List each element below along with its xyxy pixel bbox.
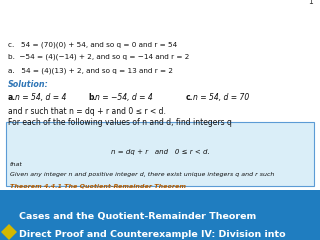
FancyBboxPatch shape xyxy=(6,122,314,186)
Text: b.: b. xyxy=(88,93,96,102)
Text: c.   54 = (70)(0) + 54, and so q = 0 and r = 54: c. 54 = (70)(0) + 54, and so q = 0 and r… xyxy=(8,41,177,48)
Text: that: that xyxy=(10,162,23,167)
Text: n = 54, d = 70: n = 54, d = 70 xyxy=(193,93,249,102)
Text: Theorem 4.4.1 The Quotient-Remainder Theorem: Theorem 4.4.1 The Quotient-Remainder The… xyxy=(10,183,186,188)
Polygon shape xyxy=(1,224,17,240)
Text: b.  −54 = (4)(−14) + 2, and so q = −14 and r = 2: b. −54 = (4)(−14) + 2, and so q = −14 an… xyxy=(8,54,189,60)
Text: n = dq + r   and   0 ≤ r < d.: n = dq + r and 0 ≤ r < d. xyxy=(111,149,209,155)
Text: n = −54, d = 4: n = −54, d = 4 xyxy=(95,93,153,102)
Text: c.: c. xyxy=(186,93,194,102)
Text: Given any integer n and positive integer d, there exist unique integers q and r : Given any integer n and positive integer… xyxy=(10,172,274,177)
Text: and r such that n = dq + r and 0 ≤ r < d.: and r such that n = dq + r and 0 ≤ r < d… xyxy=(8,107,166,116)
Text: For each of the following values of n and d, find integers q: For each of the following values of n an… xyxy=(8,118,232,127)
FancyBboxPatch shape xyxy=(0,190,320,240)
Text: a.   54 = (4)(13) + 2, and so q = 13 and r = 2: a. 54 = (4)(13) + 2, and so q = 13 and r… xyxy=(8,67,173,73)
Text: Direct Proof and Counterexample IV: Division into: Direct Proof and Counterexample IV: Divi… xyxy=(19,230,286,239)
Text: n = 54, d = 4: n = 54, d = 4 xyxy=(15,93,66,102)
Text: 1: 1 xyxy=(308,0,313,6)
Text: a.: a. xyxy=(8,93,16,102)
Text: Solution:: Solution: xyxy=(8,80,49,89)
Text: Cases and the Quotient-Remainder Theorem: Cases and the Quotient-Remainder Theorem xyxy=(19,212,256,221)
